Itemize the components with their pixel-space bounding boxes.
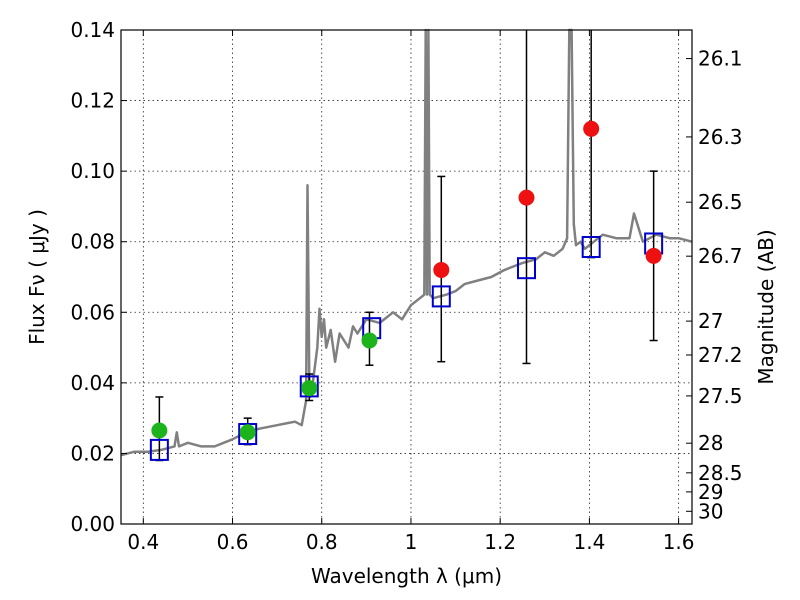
y-tick-label: 0.10 <box>70 159 115 183</box>
right-tick-label: 27.2 <box>698 343 743 367</box>
grid <box>121 30 692 524</box>
right-tick-label: 26.3 <box>698 125 743 149</box>
synthetic-square-point <box>149 438 169 461</box>
synthetic-square-point <box>581 236 601 259</box>
observed-circle-point <box>151 422 168 439</box>
right-tick-label: 27.5 <box>698 384 743 408</box>
x-tick-label: 0.8 <box>306 530 338 554</box>
x-tick-label: 0.6 <box>217 530 249 554</box>
tick-layer: 0.4 0.6 0.8 1 1.2 1.4 1.6 0.00 0.02 0.04 0.06 0.08 0… <box>70 18 742 554</box>
right-tick-label: 28 <box>698 431 723 455</box>
y-tick-label: 0.04 <box>70 371 115 395</box>
y-tick-label: 0.12 <box>70 89 115 113</box>
x-tick-label: 1.2 <box>484 530 516 554</box>
synthetic-square-point <box>299 375 319 398</box>
synthetic-square-point <box>238 423 258 446</box>
y-axis-label-right: Magnitude (AB) <box>754 229 778 384</box>
right-tick-label: 30 <box>698 499 723 523</box>
right-tick-label: 29 <box>698 480 723 504</box>
x-tick-label: 1.6 <box>663 530 695 554</box>
right-tick-label: 26.7 <box>698 244 743 268</box>
observed-circle-point <box>361 332 378 349</box>
right-tick-label: 28.5 <box>698 461 743 485</box>
observed-circle-point <box>518 189 535 206</box>
synthetic-square-point <box>431 285 451 308</box>
model-spectrum-layer <box>120 28 693 457</box>
marker-layer <box>149 120 664 461</box>
observed-circle-point <box>645 247 662 264</box>
right-tick-label: 26.5 <box>698 190 743 214</box>
y-tick-label: 0.08 <box>70 230 115 254</box>
x-tick-label: 0.4 <box>127 530 159 554</box>
y-axis-label: Flux Fν ( μJy ) <box>25 209 49 345</box>
observed-circle-point <box>301 380 318 397</box>
synthetic-square-point <box>516 257 536 280</box>
y-tick-label: 0.06 <box>70 300 115 324</box>
y-tick-label: 0.00 <box>70 512 115 536</box>
x-axis-label: Wavelength λ (μm) <box>311 564 502 588</box>
right-tick-label: 26.1 <box>698 47 743 71</box>
observed-circle-point <box>433 261 450 278</box>
y-tick-label: 0.14 <box>70 18 115 42</box>
right-tick-label: 27 <box>698 309 723 333</box>
x-tick-label: 1.4 <box>573 530 605 554</box>
observed-circle-point <box>583 120 600 137</box>
observed-circle-point <box>239 424 256 441</box>
plot-frame <box>120 29 693 525</box>
x-tick-label: 1 <box>405 530 418 554</box>
model-spectrum-line <box>120 28 693 457</box>
y-tick-label: 0.02 <box>70 441 115 465</box>
